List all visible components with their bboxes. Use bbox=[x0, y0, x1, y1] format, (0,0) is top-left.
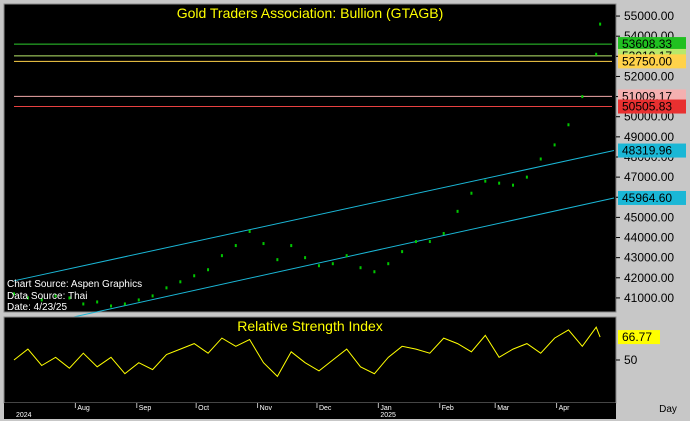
channel-upper-line bbox=[13, 150, 615, 282]
reference-value-1-badge bbox=[618, 37, 686, 52]
price-point bbox=[553, 143, 556, 147]
rsi-y-tick-label: 50 bbox=[624, 353, 638, 367]
month-label: Feb bbox=[442, 405, 454, 412]
price-point bbox=[304, 256, 307, 260]
price-point bbox=[220, 254, 223, 258]
price-chart-title: Gold Traders Association: Bullion (GTAGB… bbox=[177, 5, 444, 21]
rsi-chart-title: Relative Strength Index bbox=[237, 318, 383, 334]
reference-value-5-badge bbox=[618, 99, 686, 114]
month-label: Dec bbox=[319, 405, 332, 412]
price-point bbox=[387, 262, 390, 266]
price-point bbox=[110, 304, 113, 308]
price-point bbox=[151, 294, 154, 298]
price-point bbox=[193, 274, 196, 278]
price-y-tick-label: 42000.00 bbox=[624, 271, 674, 285]
rsi-panel-background bbox=[3, 316, 617, 404]
price-y-tick-label: 45000.00 bbox=[624, 210, 674, 224]
month-label: Oct bbox=[198, 405, 209, 412]
price-point bbox=[484, 179, 487, 183]
price-point bbox=[512, 183, 515, 187]
price-point bbox=[442, 231, 445, 235]
month-label: Aug bbox=[77, 405, 90, 412]
price-point bbox=[290, 244, 293, 248]
price-point bbox=[470, 191, 473, 195]
price-y-tick-label: 52000.00 bbox=[624, 69, 674, 83]
price-point bbox=[13, 292, 15, 296]
price-point bbox=[68, 296, 71, 300]
price-point bbox=[26, 296, 29, 300]
channel-upper-value-label: 48319.96 bbox=[622, 144, 672, 158]
price-point bbox=[82, 302, 85, 306]
period-label: Day bbox=[659, 404, 677, 415]
month-label: Nov bbox=[260, 405, 273, 412]
month-label: Jan bbox=[380, 405, 391, 412]
channel-upper-value-badge bbox=[618, 143, 686, 158]
reference-value-3-badge bbox=[618, 54, 686, 69]
price-point bbox=[262, 242, 265, 246]
price-point bbox=[595, 52, 598, 56]
price-y-tick-label: 49000.00 bbox=[624, 130, 674, 144]
price-point bbox=[428, 240, 431, 244]
year-label: 2025 bbox=[380, 412, 396, 419]
data-source-annotation: Data Source: Thai bbox=[7, 291, 87, 302]
reference-value-1-label: 53608.33 bbox=[622, 37, 672, 51]
price-point bbox=[248, 229, 251, 233]
price-point bbox=[179, 280, 182, 284]
price-point bbox=[331, 262, 334, 266]
price-point bbox=[207, 268, 210, 272]
channel-lower-value-label: 45964.60 bbox=[622, 191, 672, 205]
price-y-tick-label: 41000.00 bbox=[624, 291, 674, 305]
chart-source-annotation: Chart Source: Aspen Graphics bbox=[7, 279, 142, 290]
price-y-tick-label: 55000.00 bbox=[624, 9, 674, 23]
month-label: Sep bbox=[139, 405, 152, 412]
rsi-chart bbox=[13, 326, 601, 378]
rsi-y-axis: 50 66.77 bbox=[616, 330, 660, 367]
reference-value-3-label: 52750.00 bbox=[622, 54, 672, 68]
channel-lower-value-badge bbox=[618, 190, 686, 205]
price-point bbox=[123, 302, 126, 306]
price-point bbox=[165, 286, 168, 290]
price-point bbox=[345, 254, 348, 258]
price-point bbox=[40, 298, 43, 302]
price-point bbox=[498, 181, 501, 185]
rsi-value-label: 66.77 bbox=[622, 330, 652, 344]
year-label: 2024 bbox=[16, 412, 32, 419]
month-label: Mar bbox=[497, 405, 510, 412]
channel-lower-line bbox=[13, 197, 615, 331]
price-panel-background bbox=[3, 3, 617, 313]
price-point bbox=[539, 157, 542, 161]
price-point bbox=[54, 294, 57, 298]
price-point bbox=[234, 244, 237, 248]
price-point bbox=[456, 209, 459, 213]
price-y-tick-label: 44000.00 bbox=[624, 231, 674, 245]
price-point bbox=[599, 22, 602, 26]
month-label: Apr bbox=[559, 405, 571, 412]
price-point bbox=[567, 123, 570, 127]
time-x-axis: Aug Sep Oct Nov Dec Jan Feb Mar Apr 2024 2025 bbox=[4, 403, 616, 419]
price-y-tick-label: 47000.00 bbox=[624, 170, 674, 184]
rsi-value-badge bbox=[618, 330, 660, 345]
price-point bbox=[525, 175, 528, 179]
reference-value-5-label: 50505.83 bbox=[622, 100, 672, 114]
price-point bbox=[317, 264, 320, 268]
rsi-line bbox=[13, 326, 601, 378]
date-annotation: Date: 4/23/25 bbox=[7, 302, 67, 313]
price-point bbox=[414, 240, 417, 244]
price-point bbox=[359, 266, 362, 270]
price-point bbox=[96, 300, 99, 304]
price-chart bbox=[13, 22, 615, 331]
price-point bbox=[373, 270, 376, 274]
price-y-tick-label: 43000.00 bbox=[624, 251, 674, 265]
price-point bbox=[581, 95, 584, 99]
price-y-axis: 41000.00 42000.00 43000.00 44000.00 45000.00… bbox=[616, 9, 686, 305]
price-point bbox=[137, 298, 140, 302]
price-point bbox=[276, 258, 279, 262]
price-point bbox=[401, 250, 404, 254]
